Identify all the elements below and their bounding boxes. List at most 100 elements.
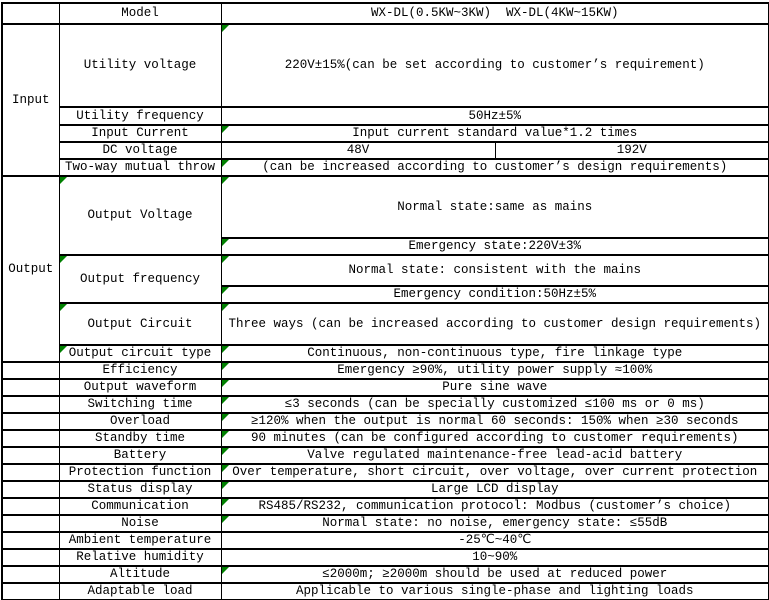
cell-text: 90 minutes (can be configured according … — [250, 431, 739, 446]
cell-text: -25℃~40℃ — [458, 533, 532, 548]
spec-value-cell: Normal state: consistent with the mains — [220, 254, 769, 287]
cell-text: Output waveform — [83, 380, 197, 395]
cell-text: DC voltage — [102, 143, 178, 158]
comment-marker-icon — [222, 517, 229, 523]
cell-text: Input Current — [91, 126, 189, 141]
spec-value-cell: Over temperature, short circuit, over vo… — [220, 463, 769, 482]
cell-text: Output Circuit — [87, 316, 193, 331]
spec-value-cell: -25℃~40℃ — [220, 531, 769, 550]
cell-text: Normal state: no noise, emergency state:… — [322, 516, 668, 531]
cell-text: 220V±15%(can be set according to custome… — [284, 58, 705, 73]
cell-text: Switching time — [87, 397, 193, 412]
comment-marker-icon — [222, 257, 229, 263]
cell-text: Emergency condition:50Hz±5% — [393, 287, 597, 302]
comment-marker-icon — [222, 568, 229, 574]
cell-text: Status display — [87, 482, 193, 497]
cell-text: Output — [8, 261, 54, 276]
spec-label-cell: DC voltage — [58, 141, 222, 160]
spec-value-cell: Large LCD display — [220, 480, 769, 499]
cell-text: Communication — [91, 499, 189, 514]
cell-text: ≤3 seconds (can be specially customized … — [284, 397, 705, 412]
table-row: Two-way mutual throw (can be increased ac… — [2, 158, 769, 177]
spec-label-cell: Battery — [58, 446, 222, 465]
cell-text: 192V — [616, 143, 647, 158]
category-cell — [1, 497, 60, 516]
table-row: Altitude ≤2000m; ≥2000m should be used at… — [1, 565, 769, 584]
spec-value-cell: Emergency condition:50Hz±5% — [220, 285, 769, 304]
cell-text: ≥120% when the output is normal 60 secon… — [250, 414, 739, 429]
spec-value-cell: RS485/RS232, communication protocol: Mod… — [220, 497, 769, 516]
cell-text: Input current standard value*1.2 times — [352, 126, 638, 141]
comment-marker-icon — [222, 466, 229, 472]
cell-text: Valve regulated maintenance-free lead-ac… — [307, 448, 683, 463]
spec-value-cell: ≤3 seconds (can be specially customized … — [220, 395, 769, 414]
cell-text: Three ways (can be increased according t… — [228, 316, 762, 331]
table-row: Emergency condition:50Hz±5% — [2, 285, 769, 304]
spec-value-cell: Normal state:same as mains — [220, 175, 769, 239]
cell-text: Output Voltage — [87, 208, 193, 223]
spec-label-cell: Relative humidity — [58, 548, 222, 567]
spec-value-cell: 10~90% — [220, 548, 769, 567]
cell-text: Emergency ≥90%, utility power supply ≈10… — [337, 363, 653, 378]
table-row: Ambient temperature -25℃~40℃ — [1, 531, 769, 550]
spec-value-cell: 90 minutes (can be configured according … — [220, 429, 769, 448]
spec-label-cell: Switching time — [58, 395, 222, 414]
cell-text: 50Hz±5% — [468, 108, 522, 123]
cell-text: Utility voltage — [83, 58, 197, 73]
comment-marker-icon — [222, 26, 229, 32]
cell-text: Input — [11, 92, 50, 107]
spec-value-cell: Input current standard value*1.2 times — [220, 124, 769, 143]
spec-value-cell: Emergency state:220V±3% — [220, 237, 769, 256]
spec-value-cell: Emergency ≥90%, utility power supply ≈10… — [220, 361, 769, 380]
comment-marker-icon — [222, 449, 229, 455]
table-row: Output Output Voltage Normal state:same as… — [1, 175, 769, 363]
comment-marker-icon — [222, 398, 229, 404]
comment-marker-icon — [222, 288, 229, 294]
comment-marker-icon — [60, 178, 67, 184]
table-row: Emergency state:220V±3% — [2, 237, 769, 256]
spec-label-cell: Model — [58, 2, 222, 25]
comment-marker-icon — [222, 347, 229, 353]
cell-text: 48V — [346, 143, 370, 158]
table-row: Battery Valve regulated maintenance-free … — [1, 446, 769, 465]
cell-text: Efficiency — [102, 363, 178, 378]
category-cell — [1, 480, 60, 499]
spec-label-cell: Efficiency — [58, 361, 222, 380]
cell-text: Output circuit type — [68, 346, 212, 361]
cell-text: 10~90% — [472, 550, 518, 565]
comment-marker-icon — [222, 364, 229, 370]
spec-value-cell: Pure sine wave — [220, 378, 769, 397]
spec-value-cell: Normal state: no noise, emergency state:… — [220, 514, 769, 533]
table-row: Output circuit type Continuous, non-conti… — [2, 344, 769, 363]
category-cell — [1, 361, 60, 380]
cell-text: (can be increased according to customer’… — [262, 160, 728, 175]
spec-label-cell: Status display — [58, 480, 222, 499]
table-row: Protection function Over temperature, sho… — [1, 463, 769, 482]
spec-label-cell: Utility frequency — [58, 106, 222, 126]
spec-label-cell: Noise — [58, 514, 222, 533]
spec-value-cell: ≥120% when the output is normal 60 secon… — [220, 412, 769, 431]
spec-label-cell: Altitude — [58, 565, 222, 584]
table-row: Switching time ≤3 seconds (can be special… — [1, 395, 769, 414]
category-cell — [1, 378, 60, 397]
table-row: Output Circuit Three ways (can be increas… — [2, 302, 769, 346]
spec-label-cell: Standby time — [58, 429, 222, 448]
cell-text: Overload — [109, 414, 170, 429]
spec-label-cell: Output circuit type — [58, 344, 222, 363]
cell-text: Adaptable load — [87, 584, 193, 599]
comment-marker-icon — [222, 305, 229, 311]
category-cell — [1, 531, 60, 550]
cell-text: Protection function — [68, 465, 212, 480]
category-cell — [1, 395, 60, 414]
cell-text: Altitude — [109, 567, 170, 582]
cell-text: Applicable to various single-phase and l… — [295, 584, 694, 599]
category-cell: Output — [1, 175, 60, 363]
table-row: Noise Normal state: no noise, emergency s… — [1, 514, 769, 533]
table-row: Standby time 90 minutes (can be configure… — [1, 429, 769, 448]
category-cell — [1, 548, 60, 567]
table-row: Output frequency Normal state: consistent… — [2, 254, 769, 304]
category-cell — [1, 463, 60, 482]
